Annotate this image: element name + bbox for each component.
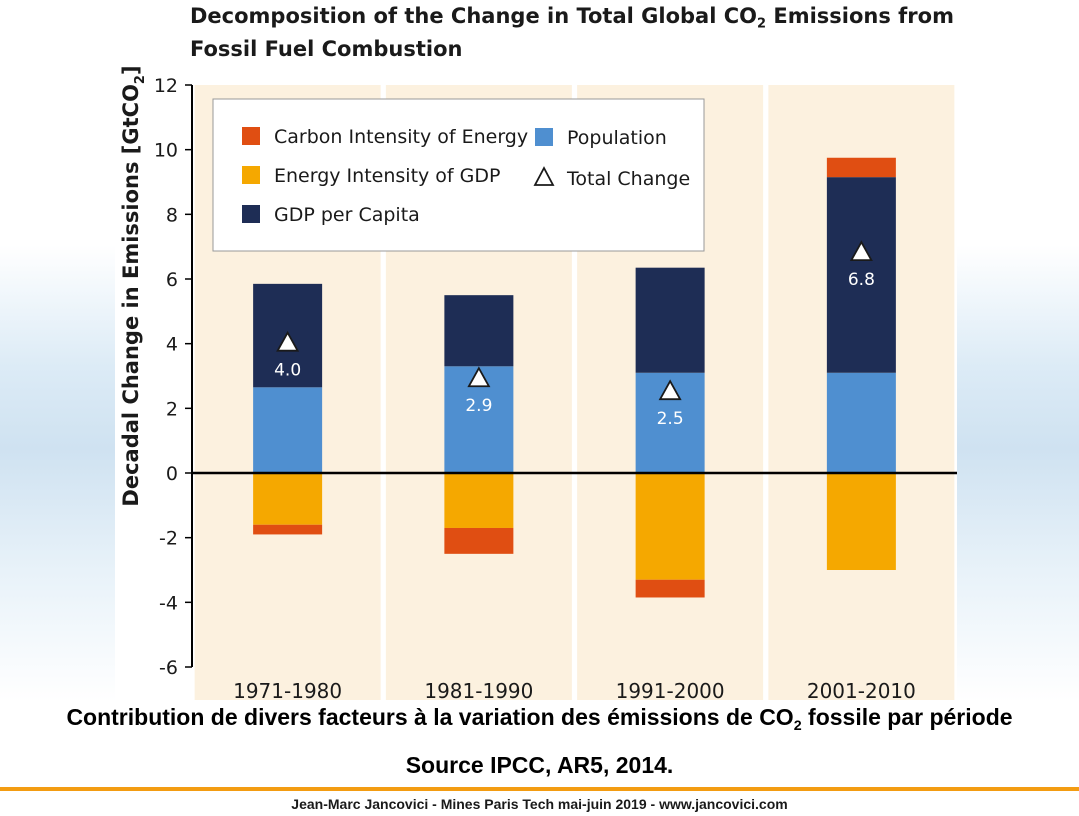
bar-segment-energy-intensity-of-gdp-1991-2000 [635,473,705,580]
bar-segment-population-2001-2010 [826,372,896,473]
y-tick-label: -6 [159,657,178,679]
bar-segment-carbon-intensity-of-energy-1981-1990 [444,527,514,554]
bar-segment-population-1971-1980 [253,387,323,473]
y-tick-label: 8 [166,204,178,226]
x-tick-label: 1991-2000 [616,679,725,700]
y-tick-label: -2 [159,528,178,550]
legend-box [212,98,705,252]
y-tick-label: 0 [166,463,178,485]
legend-marker [533,166,555,186]
bar-segment-carbon-intensity-of-energy-2001-2010 [826,157,896,178]
y-tick-label: 10 [154,140,178,162]
bar-segment-carbon-intensity-of-energy-1991-2000 [635,579,705,598]
x-tick-label: 1981-1990 [424,679,533,700]
bar-segment-carbon-intensity-of-energy-1971-1980 [253,524,323,535]
total-change-marker [467,366,491,388]
bar-segment-gdp-per-capita-1991-2000 [635,267,705,373]
y-tick-label: 12 [154,75,178,97]
legend-label: Energy Intensity of GDP [274,165,500,187]
bar-segment-gdp-per-capita-1981-1990 [444,295,514,367]
y-tick-label: -4 [159,592,178,614]
total-change-marker [849,240,873,262]
x-tick-label: 2001-2010 [807,679,916,700]
chart-title-line-2: Fossil Fuel Combustion [190,37,463,61]
bar-segment-gdp-per-capita-2001-2010 [826,177,896,373]
legend-swatch [242,205,260,223]
caption: Contribution de divers facteurs à la var… [66,704,1013,734]
legend-swatch [242,127,260,145]
total-change-label: 2.5 [657,409,684,429]
legend-label: Total Change [566,168,690,190]
y-tick-label: 4 [166,334,178,356]
source-line: Source IPCC, AR5, 2014. [405,752,674,778]
bar-segment-energy-intensity-of-gdp-1981-1990 [444,473,514,528]
y-tick-label: 2 [166,398,178,420]
total-change-label: 4.0 [274,361,301,381]
legend-swatch [242,166,260,184]
bar-segment-energy-intensity-of-gdp-2001-2010 [826,473,896,570]
y-tick-label: 6 [166,269,178,291]
total-change-label: 6.8 [848,270,875,290]
legend-label: Population [567,127,667,149]
total-change-marker [658,379,682,401]
chart-title-line-1: Decomposition of the Change in Total Glo… [190,4,954,32]
legend-label: Carbon Intensity of Energy [274,126,528,148]
legend-swatch [535,128,553,146]
total-change-marker [276,330,300,352]
y-axis-label: Decadal Change in Emissions [GtCO2] [119,65,148,506]
legend-label: GDP per Capita [274,204,420,226]
total-change-label: 2.9 [465,396,492,416]
chart-svg: 12 10 8 6 4 2 0 -2 -4 -6 4.0 2.9 2.5 6.8 1971-1980 19… [119,65,957,700]
footer-credit: Jean-Marc Jancovici - Mines Paris Tech m… [291,796,788,812]
x-tick-label: 1971-1980 [233,679,342,700]
footer-divider [0,787,1079,791]
bar-segment-energy-intensity-of-gdp-1971-1980 [253,473,323,525]
